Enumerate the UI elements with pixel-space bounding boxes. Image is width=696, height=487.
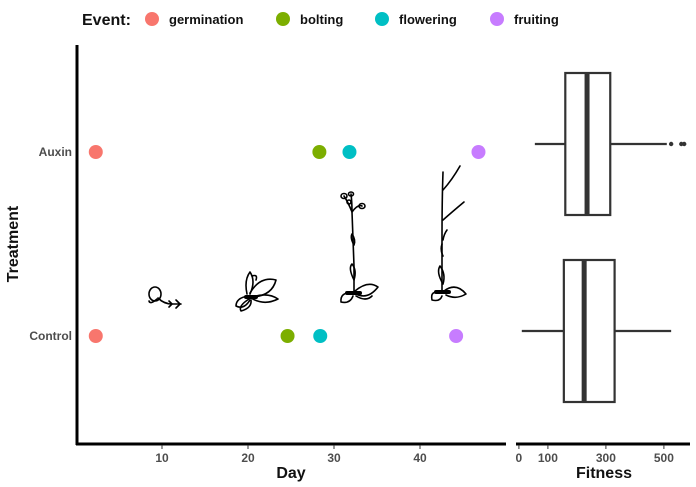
point-bolting-auxin xyxy=(312,145,327,159)
rosette-illustration xyxy=(235,271,279,312)
fruiting-plant-illustration xyxy=(430,165,467,302)
fitness-x-tick-label: 300 xyxy=(596,451,616,465)
timeline-y-tick-label-control: Control xyxy=(29,329,72,343)
timeline-x-tick-label: 40 xyxy=(413,451,427,465)
timeline-y-title: Treatment xyxy=(5,205,22,282)
point-fruiting-auxin xyxy=(471,145,486,159)
legend-swatch-germination xyxy=(145,12,159,26)
fitness-x-tick-label: 0 xyxy=(516,451,523,465)
legend-label-fruiting: fruiting xyxy=(514,12,559,27)
point-germination-auxin xyxy=(88,145,103,159)
box-auxin xyxy=(534,71,687,217)
outlier-auxin xyxy=(668,141,674,147)
outlier-auxin xyxy=(682,141,687,147)
point-bolting-control xyxy=(280,329,295,343)
fitness-x-title: Fitness xyxy=(576,465,632,482)
point-germination-control xyxy=(88,329,103,343)
fitness-x-tick-label: 100 xyxy=(538,451,558,465)
legend-label-germination: germination xyxy=(169,12,243,27)
timeline-x-tick-label: 10 xyxy=(155,451,169,465)
point-flowering-auxin xyxy=(342,145,357,159)
legend-swatch-bolting xyxy=(276,12,290,26)
point-fruiting-control xyxy=(449,329,464,343)
legend-swatch-flowering xyxy=(375,12,389,26)
fitness-x-tick-label: 500 xyxy=(654,451,674,465)
timeline-x-tick-label: 30 xyxy=(327,451,341,465)
timeline-x-title: Day xyxy=(276,465,305,482)
fitness-panel: 0 100 300 500 Fitness xyxy=(516,71,690,482)
point-flowering-control xyxy=(313,329,328,343)
timeline-panel: 10 20 30 40 Control Auxin Day Treatment xyxy=(5,45,506,482)
legend-swatch-fruiting xyxy=(490,12,504,26)
flowering-plant-illustration xyxy=(340,191,379,304)
legend-title: Event: xyxy=(82,12,131,29)
legend: Event: germination bolting flowering fruiti… xyxy=(82,12,559,29)
timeline-x-tick-label: 20 xyxy=(241,451,255,465)
seedling-illustration xyxy=(148,286,182,309)
legend-label-flowering: flowering xyxy=(399,12,457,27)
box-control xyxy=(521,258,672,404)
legend-label-bolting: bolting xyxy=(300,12,343,27)
timeline-y-tick-label-auxin: Auxin xyxy=(39,145,72,159)
box-body-control xyxy=(562,258,616,404)
